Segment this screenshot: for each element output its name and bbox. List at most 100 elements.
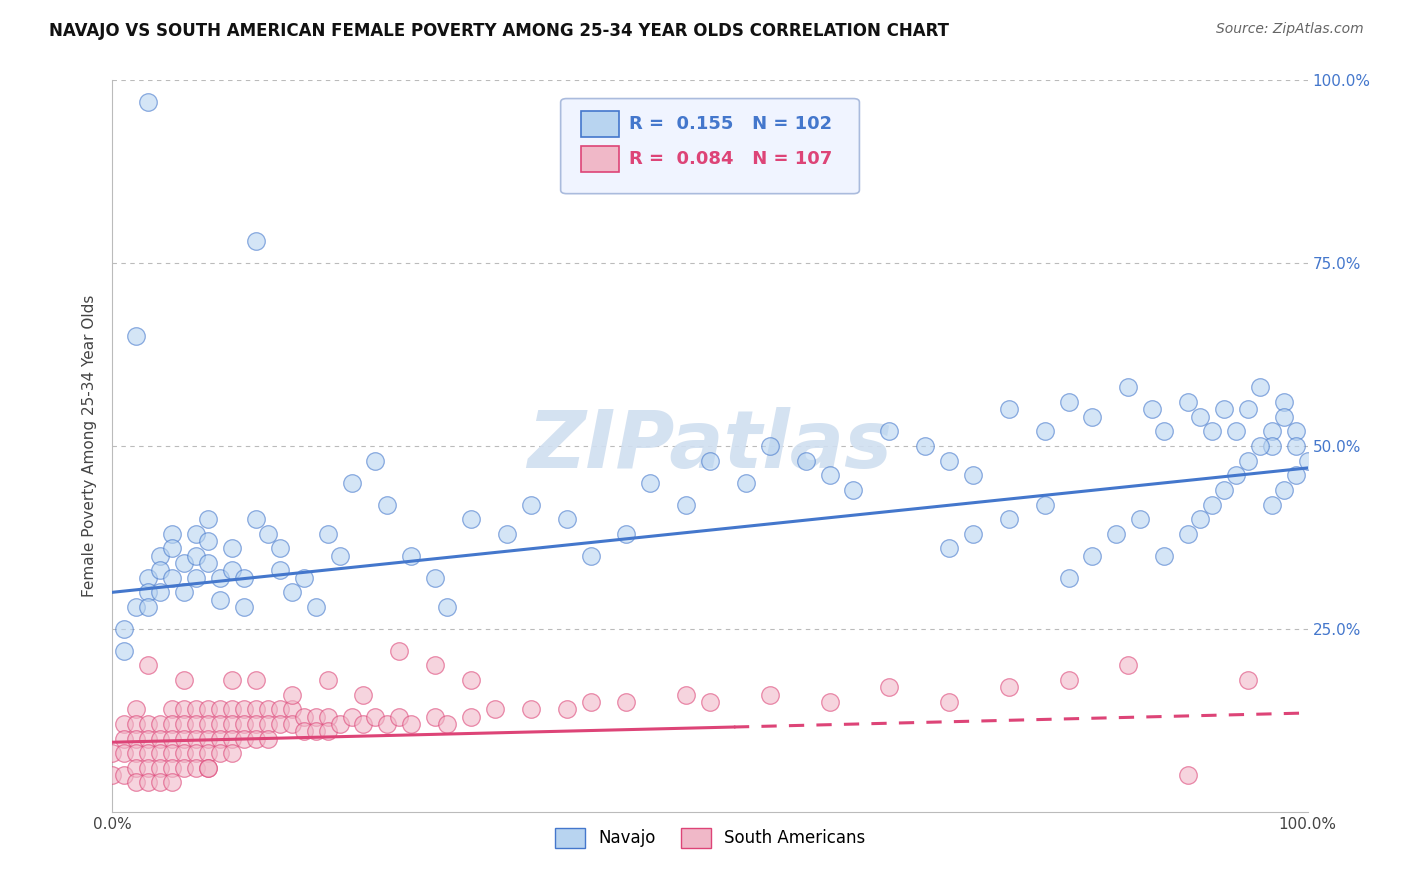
- Point: [197, 731, 219, 746]
- Point: [1118, 658, 1140, 673]
- FancyBboxPatch shape: [581, 111, 619, 137]
- Point: [221, 731, 243, 746]
- Point: [197, 761, 219, 775]
- Point: [233, 731, 256, 746]
- Point: [114, 731, 135, 746]
- Point: [221, 673, 243, 687]
- Point: [579, 695, 602, 709]
- Point: [699, 453, 721, 467]
- Point: [1237, 453, 1260, 467]
- Point: [221, 717, 243, 731]
- Point: [173, 761, 195, 775]
- Point: [197, 534, 219, 549]
- Point: [1142, 402, 1164, 417]
- Point: [186, 571, 208, 585]
- Point: [186, 761, 208, 775]
- Point: [388, 644, 411, 658]
- Point: [221, 541, 243, 556]
- Point: [640, 475, 662, 490]
- Point: [245, 512, 267, 526]
- Point: [938, 541, 960, 556]
- Point: [125, 329, 148, 343]
- Point: [1153, 549, 1175, 563]
- Point: [1213, 483, 1236, 497]
- Point: [209, 731, 232, 746]
- Point: [425, 658, 447, 673]
- Point: [149, 775, 172, 789]
- Point: [579, 549, 602, 563]
- Point: [1118, 380, 1140, 394]
- Point: [377, 498, 399, 512]
- Point: [759, 439, 782, 453]
- Point: [616, 526, 638, 541]
- Text: R =  0.084   N = 107: R = 0.084 N = 107: [628, 150, 832, 169]
- Point: [401, 549, 423, 563]
- Point: [1057, 571, 1080, 585]
- Point: [209, 702, 232, 716]
- Point: [114, 717, 135, 731]
- Point: [292, 709, 315, 723]
- Point: [436, 717, 458, 731]
- Point: [1189, 409, 1212, 424]
- Point: [162, 702, 183, 716]
- Text: NAVAJO VS SOUTH AMERICAN FEMALE POVERTY AMONG 25-34 YEAR OLDS CORRELATION CHART: NAVAJO VS SOUTH AMERICAN FEMALE POVERTY …: [49, 22, 949, 40]
- Point: [101, 746, 124, 760]
- Point: [281, 585, 304, 599]
- Point: [1237, 402, 1260, 417]
- Point: [221, 702, 243, 716]
- Point: [1033, 425, 1056, 439]
- Point: [245, 234, 267, 248]
- Point: [221, 563, 243, 577]
- Point: [173, 585, 195, 599]
- Point: [1261, 439, 1284, 453]
- Point: [269, 702, 291, 716]
- Point: [388, 709, 411, 723]
- Point: [1105, 526, 1128, 541]
- Point: [162, 746, 183, 760]
- Point: [1033, 498, 1056, 512]
- Point: [114, 746, 135, 760]
- Y-axis label: Female Poverty Among 25-34 Year Olds: Female Poverty Among 25-34 Year Olds: [82, 295, 97, 597]
- Point: [879, 425, 901, 439]
- Point: [1272, 395, 1295, 409]
- Point: [818, 695, 841, 709]
- Point: [149, 717, 172, 731]
- Point: [197, 717, 219, 731]
- Point: [484, 702, 506, 716]
- Point: [138, 775, 160, 789]
- Point: [1285, 425, 1308, 439]
- Point: [340, 475, 363, 490]
- Point: [1081, 549, 1104, 563]
- Point: [233, 571, 256, 585]
- Text: ZIPatlas: ZIPatlas: [527, 407, 893, 485]
- Point: [209, 717, 232, 731]
- Point: [173, 673, 195, 687]
- Point: [735, 475, 758, 490]
- Point: [938, 453, 960, 467]
- Point: [962, 468, 984, 483]
- Point: [257, 717, 280, 731]
- Point: [1213, 402, 1236, 417]
- Point: [1225, 468, 1247, 483]
- Point: [245, 717, 267, 731]
- Point: [186, 702, 208, 716]
- Point: [1177, 768, 1199, 782]
- Point: [998, 402, 1021, 417]
- Point: [879, 681, 901, 695]
- Point: [233, 599, 256, 614]
- Point: [186, 746, 208, 760]
- Legend: Navajo, South Americans: Navajo, South Americans: [548, 821, 872, 855]
- Point: [138, 658, 160, 673]
- Point: [162, 731, 183, 746]
- Point: [316, 526, 339, 541]
- Point: [377, 717, 399, 731]
- Point: [125, 702, 148, 716]
- Point: [305, 709, 328, 723]
- Point: [1057, 673, 1080, 687]
- Point: [125, 746, 148, 760]
- Point: [125, 731, 148, 746]
- Point: [173, 702, 195, 716]
- Point: [364, 709, 387, 723]
- Point: [1129, 512, 1152, 526]
- Point: [1272, 409, 1295, 424]
